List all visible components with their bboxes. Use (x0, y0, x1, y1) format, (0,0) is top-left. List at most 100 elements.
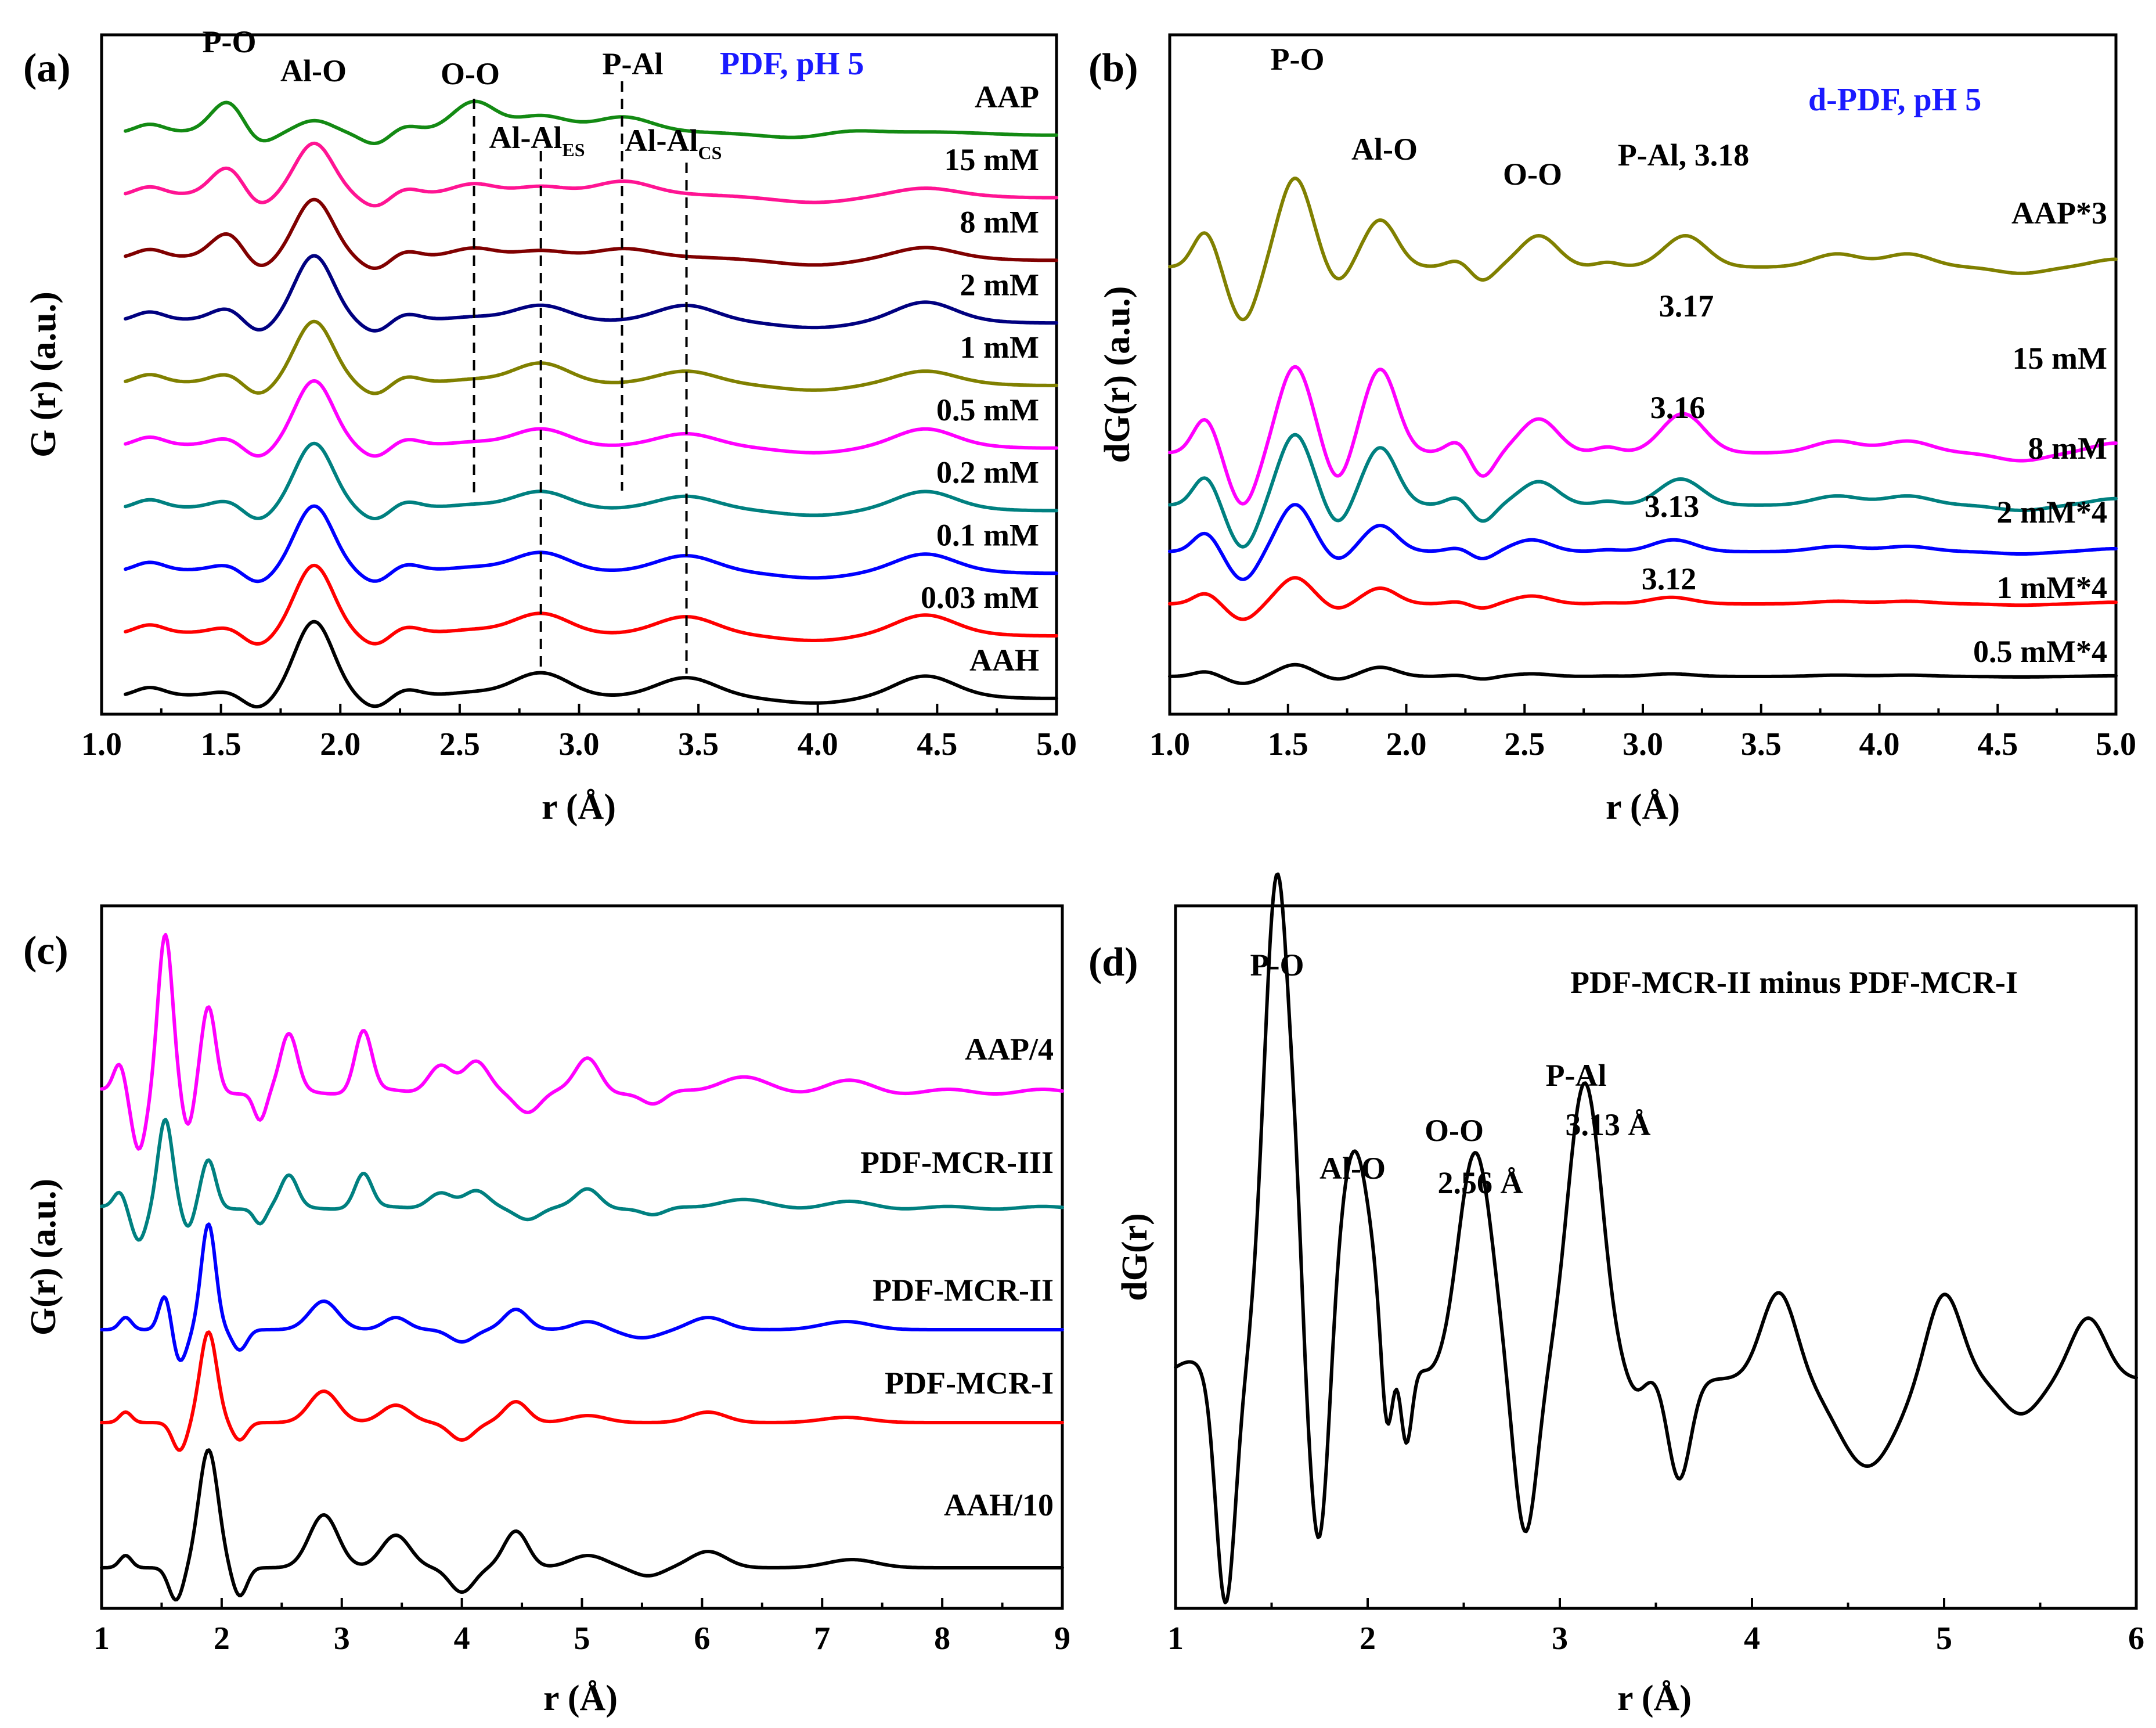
series-label-pdf-mcr-i: PDF-MCR-I (885, 1366, 1054, 1401)
peak-label-subscript: ES (562, 139, 585, 160)
panel-c-frame (100, 904, 1064, 1610)
x-tick-label-1: 1 (1167, 1621, 1184, 1657)
x-tick-label-5-0: 5.0 (1036, 726, 1077, 762)
panel-a-xlabel: r (Å) (542, 787, 616, 827)
series-line-2-mm (124, 254, 1058, 333)
peak-label-3-13: 3.13 Å (1566, 1107, 1651, 1142)
panel-d-label: (d) (1088, 940, 1138, 985)
x-tick-label-6: 6 (694, 1621, 710, 1657)
panel-c-curves (100, 933, 1064, 1602)
panel-d-xlabel: r (Å) (1617, 1679, 1692, 1718)
panel-d-ylabel: dG(r) (1115, 1213, 1155, 1301)
series-line-1-mm (124, 319, 1058, 395)
x-tick-label-1-0: 1.0 (1149, 726, 1190, 762)
panel-d-curves (1174, 872, 2138, 1605)
x-tick-label-1-5: 1.5 (1268, 726, 1308, 762)
panel-c-label: (c) (23, 928, 68, 973)
peak-label-p-al-3-18: P-Al, 3.18 (1618, 138, 1749, 172)
series-line-15-mm (124, 141, 1058, 208)
x-tick-label-2: 2 (214, 1621, 230, 1657)
series-line-8-mm (124, 197, 1058, 270)
panel-b-series-labels: AAP*3 15 mM 8 mM 2 mM*4 1 mM*4 0.5 mM*4 (1973, 196, 2107, 669)
panel-d-frame (1174, 904, 2138, 1610)
series-line-0-5-mm (124, 379, 1058, 458)
series-label-8-mm: 8 mM (2028, 431, 2107, 466)
series-label-pdf-mcr-ii: PDF-MCR-II (873, 1273, 1054, 1308)
x-tick-label-4: 4 (1744, 1621, 1760, 1657)
peak-label-p-o: P-O (203, 24, 257, 59)
peak-label-2-56: 2.56 Å (1438, 1165, 1523, 1200)
panel-d-peak-labels: P-O Al-O O-O 2.56 Å P-Al 3.13 Å (1250, 948, 1651, 1200)
panel-a-title: PDF, pH 5 (720, 46, 864, 82)
panel-b: (b) d-PDF, pH 5 AAP*3 15 mM 8 mM 2 mM*4 1 mM… (1088, 33, 2136, 827)
x-tick-label-1-5: 1.5 (201, 726, 241, 762)
x-tick-label-2-5: 2.5 (439, 726, 480, 762)
series-label-1-mm: 1 mM (960, 330, 1039, 365)
x-tick-label-2-0: 2.0 (320, 726, 360, 762)
series-label-2-mm-4: 2 mM*4 (1997, 495, 2107, 530)
panel-b-x-axis: 1.0 1.5 2.0 2.5 3.0 3.5 4.0 4.5 5.0 (1149, 704, 2136, 762)
x-tick-label-2: 2 (1360, 1621, 1376, 1657)
x-tick-label-9: 9 (1054, 1621, 1070, 1657)
peak-label-al-ales: Al-AlES (489, 120, 585, 160)
x-tick-label-4-5: 4.5 (1977, 726, 2018, 762)
x-tick-label-3-5: 3.5 (678, 726, 719, 762)
series-label-8-mm: 8 mM (960, 205, 1039, 240)
series-line-aap-3 (1168, 177, 2118, 322)
series-line-aah-10 (100, 1448, 1064, 1602)
panel-b-peak-labels: P-O Al-O O-O P-Al, 3.18 3.17 3.16 3.13 3.12 (1271, 42, 1750, 596)
x-tick-label-2-0: 2.0 (1386, 726, 1427, 762)
series-line-8-mm (1168, 433, 2118, 549)
peak-label-p-al: P-Al (1546, 1058, 1607, 1093)
series-label-1-mm-4: 1 mM*4 (1997, 570, 2107, 605)
x-tick-label-5-0: 5.0 (2096, 726, 2136, 762)
series-label-pdf-mcr-iii: PDF-MCR-III (860, 1145, 1054, 1180)
x-tick-label-3-0: 3.0 (1623, 726, 1663, 762)
x-tick-label-1-0: 1.0 (81, 726, 122, 762)
peak-label-o-o: O-O (1425, 1113, 1484, 1148)
panel-a-label: (a) (23, 46, 71, 91)
series-label-aap-3: AAP*3 (2011, 196, 2107, 231)
panel-a-ylabel: G (r) (a.u.) (24, 291, 63, 458)
series-label-0-2-mm: 0.2 mM (936, 455, 1039, 490)
panel-a-series-labels: AAP 15 mM 8 mM 2 mM 1 mM 0.5 mM 0.2 mM 0.1 mM 0.… (921, 80, 1039, 678)
panel-c: (c) AAP/4 PDF-MCR-III PDF-MCR-II PDF-MCR-I A… (23, 904, 1070, 1718)
series-label-0-5-mm-4: 0.5 mM*4 (1973, 634, 2107, 669)
panel-b-curves (1168, 177, 2118, 685)
panel-b-xlabel: r (Å) (1606, 787, 1680, 827)
series-line-0-1-mm (124, 504, 1058, 584)
x-tick-label-4-0: 4.0 (1859, 726, 1900, 762)
peak-label-al-o: Al-O (1319, 1151, 1386, 1186)
x-tick-label-6: 6 (2128, 1621, 2144, 1657)
x-tick-label-3-0: 3.0 (559, 726, 600, 762)
panel-c-x-axis: 1 2 3 4 5 6 7 8 9 (93, 1598, 1070, 1657)
x-tick-label-5: 5 (574, 1621, 590, 1657)
panel-c-ylabel: G(r) (a.u.) (24, 1179, 63, 1335)
peak-label-al-o: Al-O (1351, 132, 1418, 167)
series-line-0-5-mm-4 (1168, 663, 2118, 685)
series-label-15-mm: 15 mM (944, 142, 1039, 177)
peak-value-3-17: 3.17 (1659, 289, 1714, 323)
series-line-pdf-mcr-ii (100, 1222, 1064, 1362)
series-line-dg-r (1174, 872, 2138, 1605)
x-tick-label-3-5: 3.5 (1741, 726, 1782, 762)
x-tick-label-8: 8 (934, 1621, 950, 1657)
series-line-aap (124, 99, 1058, 145)
panel-b-title: d-PDF, pH 5 (1808, 82, 1981, 118)
series-label-aah-10: AAH/10 (944, 1488, 1054, 1522)
peak-value-3-16: 3.16 (1650, 390, 1706, 425)
series-label-0-1-mm: 0.1 mM (936, 517, 1039, 552)
series-label-2-mm: 2 mM (960, 267, 1039, 302)
panel-b-label: (b) (1088, 46, 1138, 91)
series-line-aah (124, 620, 1058, 709)
series-line-aap-4 (100, 933, 1064, 1151)
panel-d: (d) PDF-MCR-II minus PDF-MCR-I P-O Al-O O-… (1088, 872, 2144, 1718)
series-label-aap-4: AAP/4 (965, 1032, 1054, 1067)
panel-d-x-axis: 1 2 3 4 5 6 (1167, 1598, 2144, 1657)
series-label-aap: AAP (975, 80, 1039, 114)
panel-a-curves (124, 99, 1058, 709)
panel-c-xlabel: r (Å) (543, 1679, 618, 1718)
panel-a-x-axis: 1.0 1.5 2.0 2.5 3.0 3.5 4.0 4.5 5.0 (81, 704, 1077, 762)
peak-label-al-o: Al-O (280, 53, 347, 88)
x-tick-label-3: 3 (334, 1621, 350, 1657)
